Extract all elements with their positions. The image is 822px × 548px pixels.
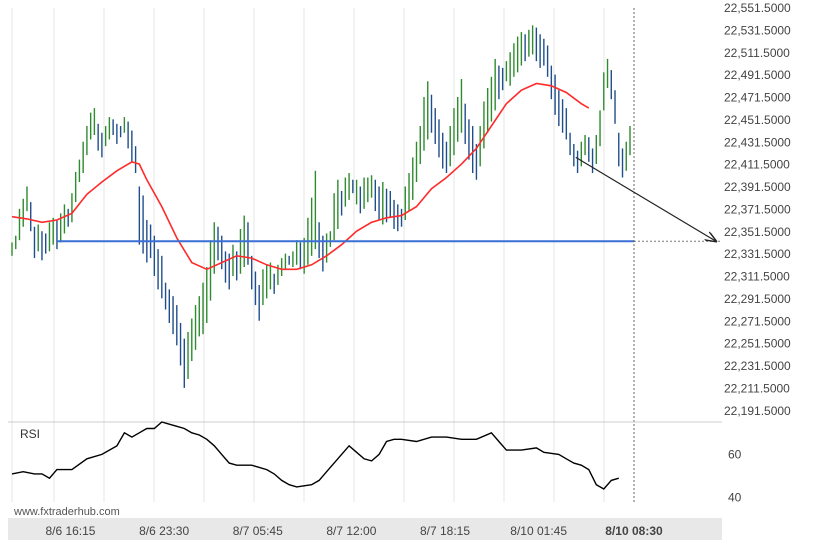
price-tick-label: 22,551.5000 bbox=[724, 1, 791, 15]
price-tick-label: 22,411.5000 bbox=[724, 158, 790, 172]
rsi-line bbox=[11, 421, 619, 490]
time-tick-label: 8/10 08:30 bbox=[605, 524, 663, 538]
time-axis: 8/6 16:15 8/6 23:30 8/7 05:45 8/7 12:00 8/7 … bbox=[45, 524, 663, 538]
time-tick-label: 8/7 05:45 bbox=[233, 524, 283, 538]
time-tick-label: 8/6 16:15 bbox=[45, 524, 95, 538]
rsi-axis: 60 40 bbox=[728, 447, 742, 504]
moving-average-line bbox=[11, 82, 590, 271]
price-tick-label: 22,471.5000 bbox=[724, 91, 791, 105]
price-tick-label: 22,191.5000 bbox=[724, 404, 791, 418]
price-tick-label: 22,491.5000 bbox=[724, 68, 791, 82]
time-tick-label: 8/10 01:45 bbox=[510, 524, 567, 538]
price-tick-label: 22,451.5000 bbox=[724, 113, 791, 127]
price-tick-label: 22,311.5000 bbox=[724, 270, 790, 284]
rsi-tick-label: 40 bbox=[728, 491, 742, 505]
rsi-tick-label: 60 bbox=[728, 447, 742, 461]
price-axis: 22,551.5000 22,531.5000 22,511.5000 22,491.… bbox=[724, 1, 791, 418]
watermark: www.fxtraderhub.com bbox=[13, 506, 120, 518]
price-tick-label: 22,431.5000 bbox=[724, 135, 791, 149]
time-axis-band bbox=[8, 518, 722, 540]
rsi-label: RSI bbox=[20, 427, 40, 441]
price-tick-label: 22,231.5000 bbox=[724, 359, 791, 373]
projection-arrow bbox=[575, 156, 716, 241]
price-tick-label: 22,511.5000 bbox=[724, 46, 790, 60]
price-bars bbox=[11, 25, 631, 388]
price-tick-label: 22,211.5000 bbox=[724, 381, 790, 395]
price-tick-label: 22,271.5000 bbox=[724, 314, 791, 328]
price-tick-label: 22,291.5000 bbox=[724, 292, 791, 306]
price-tick-label: 22,331.5000 bbox=[724, 247, 791, 261]
price-tick-label: 22,391.5000 bbox=[724, 180, 791, 194]
price-tick-label: 22,531.5000 bbox=[724, 23, 791, 37]
time-tick-label: 8/6 23:30 bbox=[139, 524, 189, 538]
time-tick-label: 8/7 12:00 bbox=[326, 524, 376, 538]
time-tick-label: 8/7 18:15 bbox=[420, 524, 470, 538]
price-tick-label: 22,251.5000 bbox=[724, 337, 791, 351]
price-tick-label: 22,371.5000 bbox=[724, 202, 791, 216]
price-tick-label: 22,351.5000 bbox=[724, 225, 791, 239]
gridlines bbox=[11, 8, 605, 502]
